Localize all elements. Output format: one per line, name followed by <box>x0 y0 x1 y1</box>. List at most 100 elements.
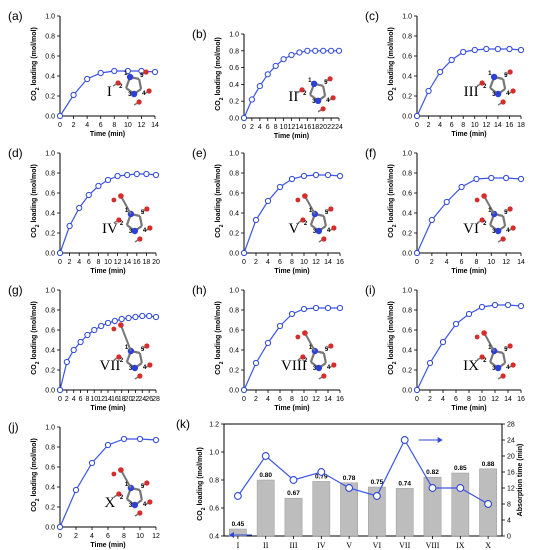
y-axis-title: CO2 loading (mol/mol) <box>197 447 207 521</box>
y-axis-title: CO2 loading (mol/mol) <box>31 164 41 238</box>
data-point <box>471 46 478 54</box>
y-axis-title: CO2 loading (mol/mol) <box>215 301 225 375</box>
y-tick-label: 0.2 <box>45 368 55 375</box>
molecule-sketch: 123 45 <box>474 330 516 380</box>
data-point <box>504 301 512 309</box>
x-tick-label: IX <box>456 541 465 550</box>
data-point <box>152 436 160 444</box>
x-tick-label: 14 <box>123 259 131 266</box>
data-point <box>304 47 311 54</box>
data-point <box>517 46 525 54</box>
atom <box>490 73 498 81</box>
x-tick-label: 8 <box>290 396 294 403</box>
data-point <box>413 112 421 120</box>
x-tick-label: 16 <box>336 396 344 403</box>
data-point <box>473 175 480 183</box>
x-tick-label: 4 <box>85 122 89 129</box>
data-point <box>425 87 432 95</box>
x-tick-label: 8 <box>85 396 89 403</box>
x-tick-label: 14 <box>104 396 112 403</box>
bond <box>483 332 495 352</box>
atom-number: 1 <box>488 208 492 214</box>
data-point <box>458 183 465 191</box>
bond <box>502 215 507 227</box>
atom-number: 3 <box>313 229 317 235</box>
bond <box>483 195 495 215</box>
x-tick-label: 2 <box>250 124 254 131</box>
data-point <box>240 114 248 122</box>
atom-number: 4 <box>142 91 146 97</box>
y-tick-label: 1.0 <box>209 450 219 457</box>
bond <box>138 215 143 227</box>
data-point <box>104 176 112 184</box>
x-tick-label: 16 <box>111 396 119 403</box>
bar-value-label: 0.88 <box>482 461 495 468</box>
atom-number: 2 <box>483 221 487 227</box>
y-tick-label: 0.2 <box>45 505 55 512</box>
y-tick-label: 0.8 <box>402 308 412 315</box>
x-tick-label: 6 <box>460 259 464 266</box>
y-tick-label: 0.2 <box>402 231 412 238</box>
atom <box>479 80 485 86</box>
chart-panel-d: (d)0.00.20.40.60.81.00 2 4 6 8 10 12 14 16 18 20Ti… <box>8 146 160 275</box>
atom <box>510 88 516 94</box>
data-point <box>460 48 467 56</box>
atom <box>302 330 308 336</box>
data-point <box>372 492 381 500</box>
data-point <box>56 523 64 531</box>
x-tick-label: 0 <box>415 259 419 266</box>
x-axis-title: Time (min) <box>274 268 309 275</box>
x-tick-label: 6 <box>266 124 270 131</box>
x-tick-label: 14 <box>504 396 512 403</box>
atom <box>295 334 301 340</box>
y-tick-label: 0.4 <box>45 348 55 355</box>
atom <box>321 373 327 379</box>
atom <box>328 343 334 349</box>
panel-letter: (e) <box>192 146 207 160</box>
data-point <box>280 56 287 63</box>
y-tick-label: 0.2 <box>229 231 239 238</box>
atom-number: 3 <box>313 366 317 372</box>
y-tick-label: 0.6 <box>45 328 55 335</box>
atom <box>330 95 336 101</box>
atom <box>510 362 516 368</box>
atom <box>321 236 327 242</box>
y-tick-label: 0.0 <box>402 114 412 121</box>
y-tick-label: 0.0 <box>229 116 239 123</box>
bar <box>312 481 331 537</box>
y-tick-label: 0.0 <box>45 388 55 395</box>
data-point <box>413 249 421 257</box>
y-tick-label: 0.4 <box>229 348 239 355</box>
x-tick-label: 0 <box>58 122 62 129</box>
compound-label: I <box>107 84 112 100</box>
x-axis-title: Time (min) <box>90 268 125 275</box>
right-axis-arrow-head <box>437 437 443 443</box>
x-tick-label: 16 <box>506 122 514 129</box>
x-tick-label: 8 <box>122 533 126 540</box>
y-tick-label: 0.6 <box>402 191 412 198</box>
x-tick-label: 22 <box>132 396 140 403</box>
panel-letter: (f) <box>365 146 376 160</box>
atom-number: 4 <box>143 502 147 508</box>
y2-axis-title: Absorption time (min) <box>517 444 524 517</box>
atom <box>500 236 506 242</box>
x-tick-label: 18 <box>517 122 525 129</box>
molecule-sketch: 123 45 <box>111 467 153 517</box>
panel-letter: (g) <box>8 283 23 297</box>
data-point <box>264 71 271 78</box>
atom-number: 5 <box>325 347 329 353</box>
y-tick-label: 0.6 <box>45 191 55 198</box>
y-tick-label: 1.0 <box>402 288 412 295</box>
bond <box>138 78 143 90</box>
x-tick-label: 8 <box>274 124 278 131</box>
data-point <box>252 216 260 224</box>
atom-number: 4 <box>326 98 330 104</box>
data-point <box>76 204 83 212</box>
x-tick-label: 0 <box>415 122 419 129</box>
atom-number: 3 <box>492 229 496 235</box>
y-tick-label: 0.2 <box>229 368 239 375</box>
x-tick-label: 2 <box>65 396 69 403</box>
atom-number: 2 <box>120 221 124 227</box>
bar-value-label: 0.78 <box>343 475 356 482</box>
y2-tick-label: 24 <box>507 438 515 445</box>
